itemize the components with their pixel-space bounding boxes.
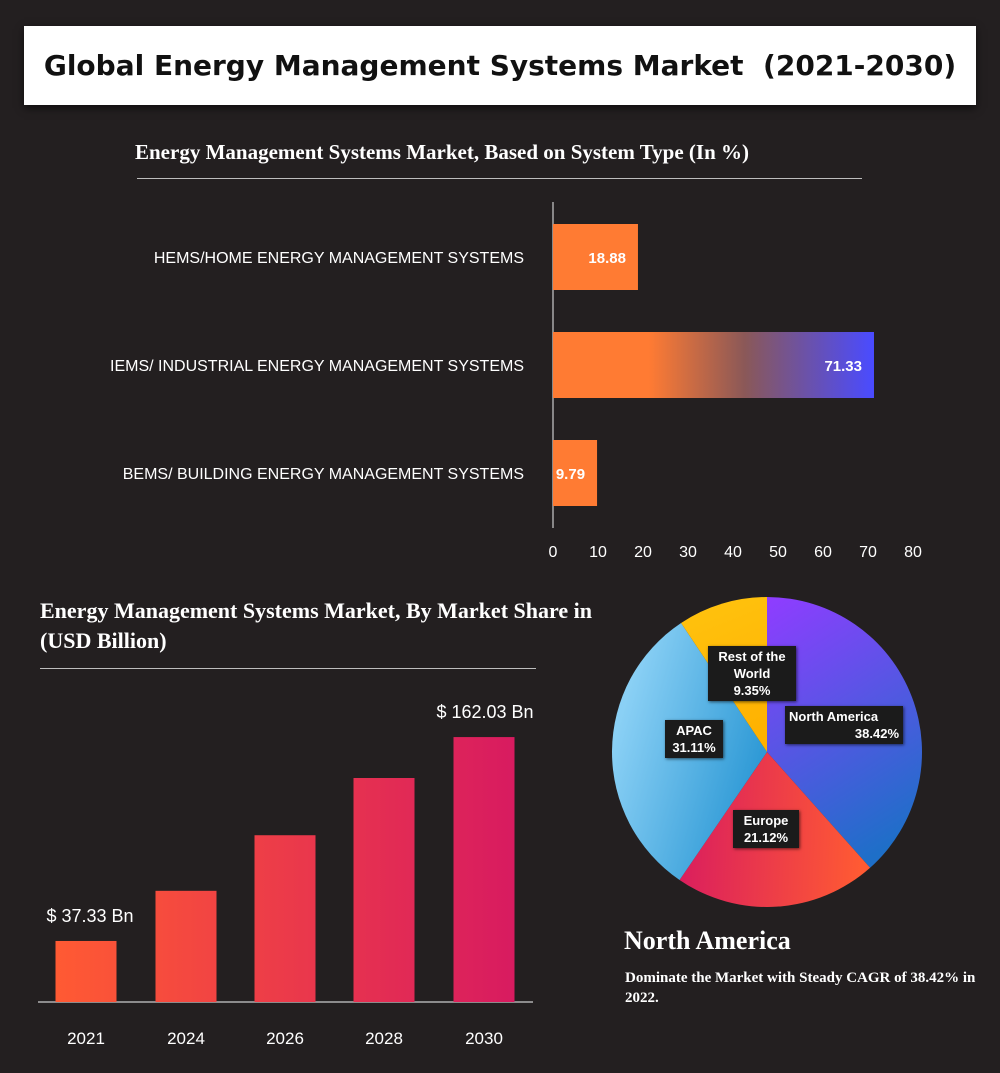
pie-label-apac-name: APAC	[676, 723, 712, 738]
system-type-x-tick: 30	[679, 544, 697, 561]
pie-label-apac-value: 31.11%	[672, 740, 716, 755]
market-share-category-label: 2021	[67, 1029, 105, 1048]
system-type-x-tick: 20	[634, 544, 652, 561]
system-type-x-tick: 80	[904, 544, 922, 561]
market-share-bar	[254, 835, 316, 1002]
market-share-value-label: $ 162.03 Bn	[436, 702, 533, 722]
market-share-category-label: 2030	[465, 1029, 503, 1048]
system-type-bar	[553, 332, 874, 398]
pie-label-north-america: North America 38.42%	[785, 706, 903, 744]
market-share-bar	[453, 737, 515, 1002]
system-type-bar	[553, 440, 598, 506]
system-type-x-tick: 60	[814, 544, 832, 561]
pie-label-europe: Europe 21.12%	[733, 810, 799, 848]
system-type-x-tick: 50	[769, 544, 787, 561]
system-type-value-label: 71.33	[824, 358, 862, 375]
system-type-bar-chart: HEMS/HOME ENERGY MANAGEMENT SYSTEMS 18.88…	[110, 202, 922, 561]
system-type-chart-title: Energy Management Systems Market, Based …	[135, 140, 750, 164]
system-type-category-label: BEMS/ BUILDING ENERGY MANAGEMENT SYSTEMS	[123, 466, 524, 483]
system-type-category-label: IEMS/ INDUSTRIAL ENERGY MANAGEMENT SYSTE…	[110, 358, 524, 375]
market-share-category-label: 2028	[365, 1029, 403, 1048]
pie-label-europe-value: 21.12%	[743, 830, 789, 845]
pie-label-rest-of-world: Rest of the World 9.35%	[708, 646, 796, 701]
market-share-category-label: 2024	[167, 1029, 205, 1048]
market-share-bar	[155, 890, 217, 1002]
highlight-heading: North America	[624, 926, 791, 955]
system-type-title-rule	[137, 178, 862, 179]
market-share-bar	[353, 778, 415, 1002]
market-share-chart-title: Energy Management Systems Market, By Mar…	[40, 598, 592, 653]
system-type-x-tick: 70	[859, 544, 877, 561]
title-banner: Global Energy Management Systems Market …	[24, 26, 976, 105]
regional-pie-chart	[612, 597, 922, 908]
pie-label-apac: APAC 31.11%	[665, 720, 723, 758]
system-type-value-label: 18.88	[588, 250, 626, 267]
pie-label-north-america-name: North America	[789, 709, 879, 724]
market-share-value-label: $ 37.33 Bn	[46, 906, 133, 926]
market-share-bar-chart: 2021 $ 37.33 Bn 2024 2026 2028 2030 $ 162.03 B…	[38, 702, 534, 1048]
system-type-x-tick: 0	[549, 544, 558, 561]
page-title: Global Energy Management Systems Market …	[43, 49, 957, 82]
pie-label-rest-of-world-name: Rest of the World	[718, 649, 786, 681]
system-type-value-label: 9.79	[556, 466, 585, 483]
system-type-category-label: HEMS/HOME ENERGY MANAGEMENT SYSTEMS	[154, 250, 524, 267]
market-share-category-label: 2026	[266, 1029, 304, 1048]
system-type-x-tick: 10	[589, 544, 607, 561]
market-share-bar	[55, 940, 117, 1002]
system-type-x-tick: 40	[724, 544, 742, 561]
pie-label-north-america-value: 38.42%	[854, 726, 899, 741]
pie-label-europe-name: Europe	[743, 813, 789, 828]
system-type-bar	[553, 224, 638, 290]
pie-label-rest-of-world-value: 9.35%	[733, 683, 771, 698]
market-share-title-rule	[40, 668, 536, 669]
highlight-description: Dominate the Market with Steady CAGR of …	[625, 970, 976, 1006]
